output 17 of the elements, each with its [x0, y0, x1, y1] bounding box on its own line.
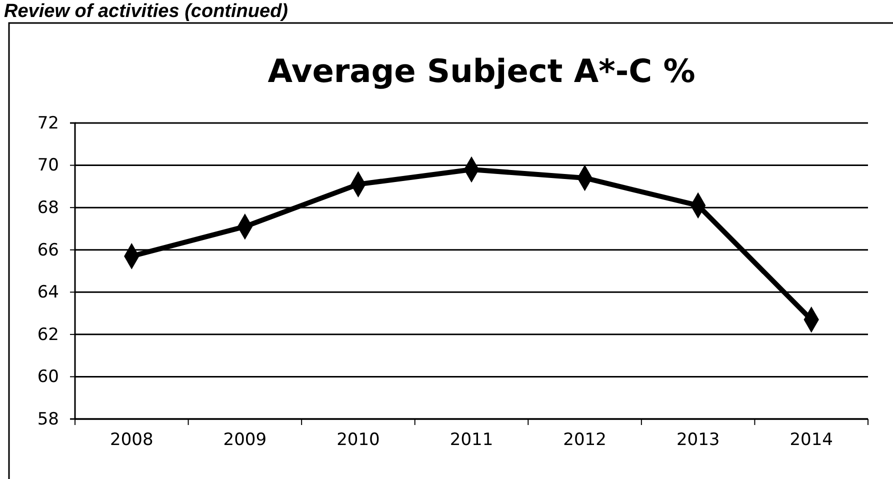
x-tick-label: 2012 [563, 430, 606, 450]
chart-title: Average Subject A*-C % [268, 52, 696, 90]
x-tick-label: 2011 [450, 430, 494, 450]
text: Review of activities (continued) [4, 1, 288, 22]
y-tick-label: 68 [37, 198, 59, 218]
x-tick-label: 2014 [790, 430, 833, 450]
y-tick-label: 62 [37, 324, 59, 345]
y-tick-label: 58 [37, 409, 59, 430]
x-tick-label: 2009 [223, 430, 267, 450]
y-tick-label: 70 [37, 156, 59, 176]
y-tick-label: 60 [37, 367, 59, 388]
x-tick-label: 2010 [336, 430, 380, 450]
x-tick-label: 2013 [676, 430, 720, 450]
y-tick-label: 64 [37, 282, 59, 303]
y-tick-label: 66 [37, 240, 59, 260]
y-tick-label: 72 [37, 113, 59, 134]
x-tick-label: 2008 [110, 430, 154, 450]
